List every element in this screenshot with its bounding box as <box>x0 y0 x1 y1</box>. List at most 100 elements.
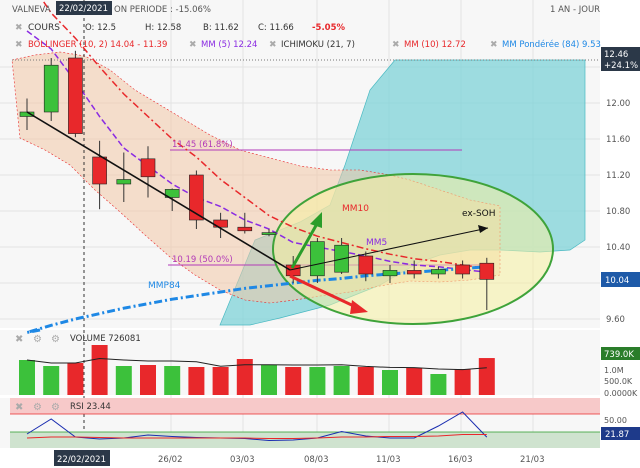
candle-body[interactable] <box>431 269 446 275</box>
mmp84-close-icon[interactable]: ✖ <box>490 40 498 50</box>
candle-body[interactable] <box>406 270 422 275</box>
projection-arrowhead <box>478 225 488 233</box>
volume-bar[interactable] <box>115 366 132 395</box>
volume-bar[interactable] <box>454 369 471 395</box>
volume-bar[interactable] <box>140 365 156 395</box>
candle-body[interactable] <box>261 232 277 235</box>
price-tick-label: 11.60 <box>606 135 630 145</box>
mm10-close-icon[interactable]: ✖ <box>392 40 400 50</box>
x-selected-date-badge <box>54 450 110 466</box>
candle-body[interactable] <box>116 179 132 185</box>
candle-body[interactable] <box>189 174 204 221</box>
mm5-label: MM5 <box>366 238 387 248</box>
rsi-line <box>26 411 488 442</box>
volume-bar[interactable] <box>19 360 35 395</box>
x-selected-date: 22/02/2021 <box>57 455 106 465</box>
volume-close-icon[interactable]: ✖ <box>15 334 23 345</box>
volume-bar[interactable] <box>357 367 374 395</box>
rsi-close-icon[interactable]: ✖ <box>15 402 23 413</box>
highlight-ellipse <box>272 173 554 325</box>
rsi-last-badge <box>601 427 640 440</box>
selected-date-badge <box>56 1 112 15</box>
close-icon[interactable]: ✖ <box>15 23 23 33</box>
up-arrow <box>290 221 320 269</box>
volume-bar[interactable] <box>212 367 229 395</box>
volume-bar[interactable] <box>430 374 447 395</box>
volume-bar[interactable] <box>91 345 108 395</box>
candle-body[interactable] <box>92 156 107 185</box>
x-tick-label: 11/03 <box>376 455 401 465</box>
mm10-legend: MM (10) 12.72 <box>404 40 466 50</box>
rsi-options-icon[interactable]: ⚙ <box>51 402 60 413</box>
volume-last-badge <box>601 347 640 360</box>
x-tick-label: 21/03 <box>520 455 545 465</box>
ichimoku-close-icon[interactable]: ✖ <box>269 40 277 50</box>
rsi-overbought-zone <box>10 398 600 414</box>
last-price-badge <box>601 272 640 287</box>
top-price-value: 12.46 <box>604 50 628 60</box>
volume-bar[interactable] <box>285 367 302 395</box>
x-tick-label: 08/03 <box>304 455 329 465</box>
volume-bar[interactable] <box>164 366 181 395</box>
high-value: H: 12.58 <box>145 23 181 33</box>
rsi-tick-50: 50.00 <box>604 416 627 425</box>
volume-bar[interactable] <box>43 366 60 395</box>
candle-body[interactable] <box>43 64 59 113</box>
up-arrowhead <box>310 212 322 228</box>
mm10-label: MM10 <box>342 204 369 214</box>
mmp84-line <box>26 265 487 334</box>
x-tick-label: 16/03 <box>448 455 473 465</box>
volume-bar[interactable] <box>309 367 326 395</box>
candle-body[interactable] <box>455 264 470 275</box>
volume-title: VOLUME 726081 <box>70 334 141 344</box>
period-change: ON PERIODE : -15.06% <box>114 5 211 15</box>
price-tick-label: 9.60 <box>606 315 625 325</box>
rsi-title: RSI 23.44 <box>70 402 111 412</box>
volume-tick-0: 0.0000K <box>604 389 638 398</box>
right-axis <box>600 0 640 468</box>
volume-tick-500k: 500.0K <box>604 377 633 386</box>
cours-label: COURS <box>28 23 60 33</box>
rsi-settings-icon[interactable]: ⚙ <box>33 402 42 413</box>
volume-average-line <box>26 357 487 371</box>
volume-bar[interactable] <box>261 365 277 395</box>
candle-body[interactable] <box>479 262 495 280</box>
timeframe-label[interactable]: 1 AN - JOUR <box>550 5 600 15</box>
volume-bar[interactable] <box>67 363 84 395</box>
bollinger-close-icon[interactable]: ✖ <box>15 40 23 50</box>
rsi-oversold-zone <box>10 432 600 448</box>
price-tick-label: 12.00 <box>606 99 630 109</box>
volume-bar[interactable] <box>406 368 423 395</box>
down-arrow <box>289 274 359 310</box>
volume-settings-icon[interactable]: ⚙ <box>33 334 42 345</box>
down-arrowhead <box>350 300 368 314</box>
volume-bar[interactable] <box>188 367 205 395</box>
price-tick-label: 11.20 <box>606 171 630 181</box>
candle-body[interactable] <box>382 270 398 277</box>
candle-body[interactable] <box>310 241 325 277</box>
candle-body[interactable] <box>68 57 83 134</box>
x-tick-label: 03/03 <box>230 455 255 465</box>
volume-bar[interactable] <box>333 366 350 395</box>
change-value: -5.05% <box>312 23 345 33</box>
volume-last-value: 739.0K <box>604 350 634 360</box>
volume-bar[interactable] <box>478 358 495 395</box>
top-price-badge <box>601 47 640 71</box>
volume-tick-1m: 1.0M <box>604 366 624 375</box>
mm10-line <box>41 0 487 270</box>
ticker-name: VALNEVA <box>12 5 51 15</box>
volume-bar[interactable] <box>382 370 398 395</box>
candle-body[interactable] <box>140 158 156 178</box>
downtrend-line <box>26 111 291 271</box>
open-value: O: 12.5 <box>85 23 116 33</box>
bollinger-legend: BOLLINGER (10, 2) 14.04 - 11.39 <box>28 40 167 50</box>
volume-bar[interactable] <box>236 359 253 395</box>
exsoh-label: ex-SOH <box>462 209 496 219</box>
volume-options-icon[interactable]: ⚙ <box>51 334 60 345</box>
candle-body[interactable] <box>237 226 253 232</box>
close-value: C: 11.66 <box>258 23 294 33</box>
candle-body[interactable] <box>164 189 180 198</box>
candle-body[interactable] <box>358 255 374 275</box>
mm5-close-icon[interactable]: ✖ <box>189 40 197 50</box>
